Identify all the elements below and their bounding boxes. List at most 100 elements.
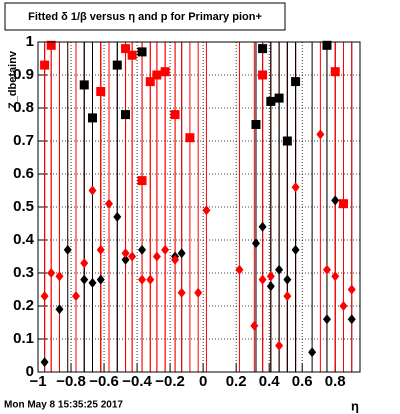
x-tick-label: −0.4 [122, 373, 152, 390]
marker [258, 221, 267, 232]
y-tick-label: 0.1 [13, 330, 34, 347]
marker [177, 287, 186, 298]
marker [80, 274, 89, 285]
marker [121, 248, 130, 259]
marker [137, 47, 147, 57]
marker [121, 44, 131, 54]
marker [331, 195, 340, 206]
plot-frame [37, 41, 361, 373]
marker [152, 251, 161, 262]
marker [322, 40, 332, 50]
marker [138, 274, 147, 285]
marker [160, 67, 170, 77]
marker [121, 110, 131, 120]
y-tick-label: 0 [26, 363, 34, 380]
marker [275, 340, 284, 351]
marker [80, 258, 89, 269]
title-box [4, 2, 286, 31]
marker [96, 244, 105, 255]
marker [55, 271, 64, 282]
marker [145, 77, 155, 87]
y-tick-label: 0.3 [13, 264, 34, 281]
x-tick-label: 0.4 [259, 373, 281, 390]
marker [322, 264, 331, 275]
timestamp: Mon May 8 15:35:25 2017 [4, 400, 123, 411]
y-tick-label: 0.7 [13, 132, 34, 149]
marker [331, 271, 340, 282]
marker [55, 304, 64, 315]
marker [251, 120, 261, 129]
marker [112, 60, 122, 70]
marker [283, 291, 292, 302]
marker [171, 254, 180, 265]
y-axis-label: Z_dbetainv [7, 50, 19, 109]
marker [128, 251, 137, 262]
marker [87, 113, 97, 123]
x-tick-label: −0.8 [56, 373, 86, 390]
marker [330, 67, 340, 77]
y-tick-label: 1 [26, 33, 34, 50]
x-tick-label: 0 [199, 373, 207, 390]
marker [250, 320, 259, 331]
marker [47, 268, 56, 278]
marker [235, 264, 244, 275]
marker [291, 182, 300, 193]
marker [127, 50, 137, 60]
x-tick-label: −1 [29, 373, 46, 390]
marker [71, 291, 80, 302]
marker [291, 77, 301, 87]
marker [79, 80, 89, 90]
marker [266, 96, 276, 106]
y-tick-label: 0.2 [13, 297, 34, 314]
marker [339, 301, 348, 311]
y-tick-label: 0.5 [13, 198, 34, 215]
marker [251, 238, 260, 249]
marker [40, 357, 49, 368]
marker [63, 244, 72, 255]
marker [283, 274, 292, 285]
marker [194, 287, 203, 298]
marker [88, 185, 97, 196]
y-tick-label: 0.8 [13, 99, 34, 116]
marker [266, 281, 275, 292]
marker [308, 347, 317, 358]
marker [347, 284, 356, 295]
marker [40, 291, 49, 302]
marker [105, 198, 114, 209]
marker [152, 70, 162, 80]
chart-title: Fitted δ 1/β versus η and p for Primary … [28, 11, 262, 23]
marker [138, 244, 147, 255]
x-tick-label: 0.2 [226, 373, 247, 390]
marker [46, 40, 56, 50]
marker [96, 274, 105, 285]
marker [185, 133, 195, 143]
marker [347, 314, 356, 325]
marker [146, 274, 155, 285]
marker [258, 70, 268, 80]
marker [258, 274, 267, 285]
marker [161, 244, 170, 255]
marker [275, 264, 284, 275]
marker [258, 44, 268, 54]
y-tick-label: 0.9 [13, 66, 34, 83]
x-axis-label: η [351, 398, 359, 413]
marker [322, 314, 331, 325]
marker [170, 110, 180, 120]
y-tick-label: 0.4 [13, 231, 35, 248]
x-tick-label: 0.8 [325, 373, 346, 390]
marker [338, 199, 348, 209]
x-tick-label: −0.6 [89, 373, 119, 390]
marker [316, 129, 325, 140]
marker [121, 254, 130, 265]
marker [282, 136, 292, 146]
marker [202, 205, 211, 216]
x-tick-label: −0.2 [155, 373, 185, 390]
marker [177, 248, 186, 259]
marker [137, 176, 147, 186]
x-tick-label: 0.6 [292, 373, 313, 390]
marker [266, 271, 275, 282]
marker [40, 60, 50, 70]
marker [88, 277, 97, 288]
marker [96, 87, 106, 96]
